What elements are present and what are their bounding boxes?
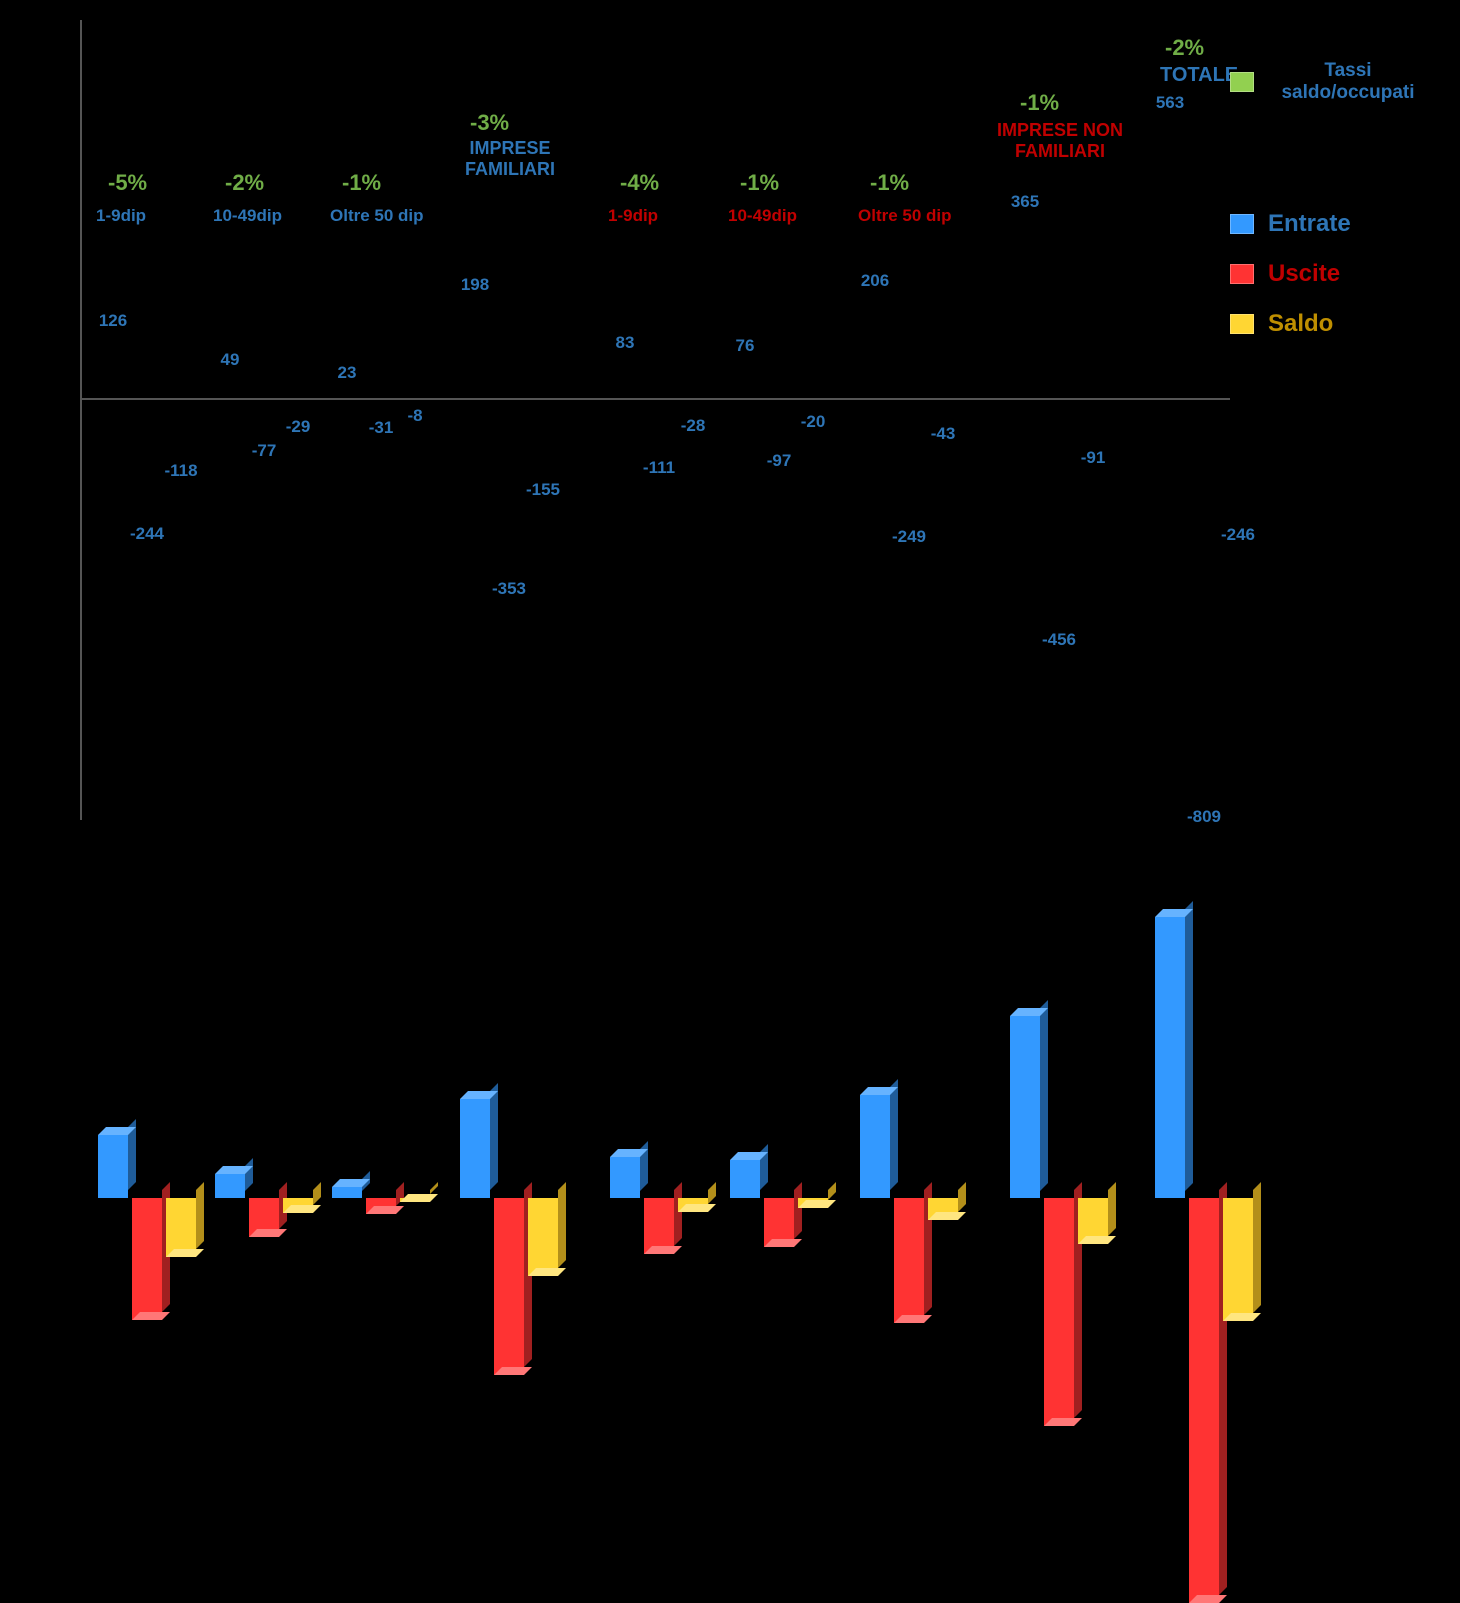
value-label-saldo-totale: -246 — [1208, 525, 1268, 545]
legend-item-tassi: Tassi saldo/occupati — [1230, 60, 1428, 104]
legend-swatch-entrate — [1230, 214, 1254, 234]
pct-label-nonfam-tot: -1% — [1020, 90, 1059, 116]
legend-swatch-tassi — [1230, 72, 1254, 92]
legend-item-saldo: Saldo — [1230, 310, 1333, 338]
value-label-saldo-nonfam-50+: -43 — [913, 424, 973, 444]
legend-text-tassi: Tassi saldo/occupati — [1268, 60, 1428, 104]
legend-text-saldo: Saldo — [1268, 310, 1333, 338]
pct-label-fam-50+: -1% — [342, 170, 381, 196]
value-label-saldo-fam-50+: -8 — [385, 406, 445, 426]
value-label-entrate-totale: 563 — [1140, 93, 1200, 113]
value-label-saldo-fam-10-49: -29 — [268, 417, 328, 437]
category-label-fam-10-49: 10-49dip — [213, 206, 282, 226]
pct-label-nonfam-1-9: -4% — [620, 170, 659, 196]
category-label-nonfam-50+: Oltre 50 dip — [858, 206, 952, 226]
x-axis — [80, 398, 1230, 400]
pct-label-fam-1-9: -5% — [108, 170, 147, 196]
pct-label-nonfam-50+: -1% — [870, 170, 909, 196]
legend-item-entrate: Entrate — [1230, 210, 1351, 238]
pct-label-fam-10-49: -2% — [225, 170, 264, 196]
value-label-saldo-nonfam-1-9: -28 — [663, 416, 723, 436]
value-label-entrate-fam-1-9: 126 — [83, 311, 143, 331]
value-label-entrate-nonfam-1-9: 83 — [595, 333, 655, 353]
value-label-entrate-nonfam-10-49: 76 — [715, 336, 775, 356]
legend-swatch-saldo — [1230, 314, 1254, 334]
value-label-uscite-nonfam-50+: -249 — [879, 527, 939, 547]
category-label-fam-1-9: 1-9dip — [96, 206, 146, 226]
value-label-uscite-fam-1-9: -244 — [117, 524, 177, 544]
legend-text-entrate: Entrate — [1268, 210, 1351, 238]
value-label-entrate-nonfam-50+: 206 — [845, 271, 905, 291]
header-label-totale: TOTALE — [1160, 64, 1238, 87]
value-label-saldo-fam-1-9: -118 — [151, 461, 211, 481]
pct-label-fam-tot: -3% — [470, 110, 509, 136]
chart-area: 126 -244 -118 -5% 1-9dip 49 -77 -29 -2% 10-49dip 2… — [80, 20, 1430, 820]
pct-label-totale: -2% — [1165, 35, 1204, 61]
category-label-nonfam-10-49: 10-49dip — [728, 206, 797, 226]
header-label-fam-tot: IMPRESE FAMILIARI — [440, 138, 580, 180]
value-label-entrate-fam-tot: 198 — [445, 275, 505, 295]
value-label-saldo-nonfam-tot: -91 — [1063, 448, 1123, 468]
value-label-saldo-nonfam-10-49: -20 — [783, 412, 843, 432]
legend-swatch-uscite — [1230, 264, 1254, 284]
legend: Tassi saldo/occupati Entrate Uscite Saldo — [1230, 20, 1460, 420]
legend-item-uscite: Uscite — [1230, 260, 1340, 288]
value-label-uscite-fam-tot: -353 — [479, 579, 539, 599]
value-label-uscite-nonfam-10-49: -97 — [749, 451, 809, 471]
value-label-uscite-totale: -809 — [1174, 807, 1234, 827]
y-axis — [80, 20, 82, 820]
value-label-entrate-nonfam-tot: 365 — [995, 192, 1055, 212]
value-label-uscite-nonfam-1-9: -111 — [629, 458, 689, 478]
value-label-uscite-nonfam-tot: -456 — [1029, 630, 1089, 650]
category-label-fam-50+: Oltre 50 dip — [330, 206, 424, 226]
header-label-nonfam-tot: IMPRESE NON FAMILIARI — [980, 120, 1140, 162]
value-label-entrate-fam-10-49: 49 — [200, 350, 260, 370]
legend-text-uscite: Uscite — [1268, 260, 1340, 288]
category-label-nonfam-1-9: 1-9dip — [608, 206, 658, 226]
pct-label-nonfam-10-49: -1% — [740, 170, 779, 196]
value-label-entrate-fam-50+: 23 — [317, 363, 377, 383]
value-label-uscite-fam-10-49: -77 — [234, 441, 294, 461]
value-label-saldo-fam-tot: -155 — [513, 480, 573, 500]
